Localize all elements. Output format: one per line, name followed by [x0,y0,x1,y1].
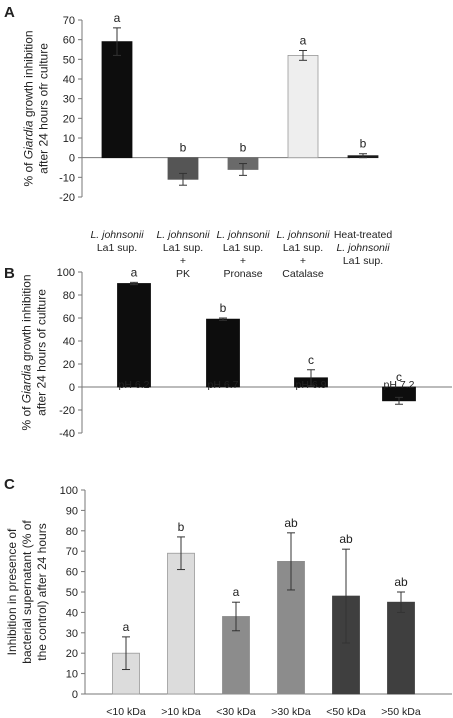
category-label: pH 6.2 [119,379,150,391]
significance-letter: b [240,141,247,155]
significance-letter: c [308,353,314,367]
y-tick-label: -40 [59,428,75,440]
y-axis-label: Inhibition in presence of [5,528,19,655]
y-tick-label: -10 [59,172,75,184]
y-axis-label: after 24 hours ofr culture [37,43,51,174]
y-tick-label: 60 [66,567,78,579]
category-label: >10 kDa [161,706,201,718]
panel-label: C [4,476,15,493]
bar [101,41,133,159]
significance-letter: ab [394,575,408,589]
y-tick-label: 10 [66,669,78,681]
y-tick-label: 30 [66,628,78,640]
y-tick-label: 20 [63,359,75,371]
y-axis-label: the control) after 24 hours [35,523,49,660]
significance-letter: a [233,585,240,599]
significance-letter: ab [339,532,353,546]
y-tick-label: 70 [66,546,78,558]
category-label: pH 6.7 [208,379,239,391]
significance-letter: b [360,137,367,151]
panel-B: B -40 -20 0 20 40 60 80 100 % of Giardia growth i… [4,265,452,440]
category-label: pH 6.9 [296,379,327,391]
bar [387,601,415,695]
y-tick-label: 40 [63,336,75,348]
y-tick-label: 50 [66,587,78,599]
category-label: >30 kDa [271,706,311,718]
bar [287,55,319,159]
significance-letter: b [178,520,185,534]
y-tick-label: 0 [69,382,75,394]
category-label: <30 kDa [216,706,256,718]
y-tick-label: 40 [66,607,78,619]
y-tick-label: 80 [66,526,78,538]
significance-letter: a [114,11,121,25]
y-tick-label: 0 [69,153,75,165]
y-tick-label: 40 [63,74,75,86]
panel-label: B [4,265,15,282]
significance-letter: a [300,33,307,47]
y-tick-label: 60 [63,35,75,47]
y-tick-label: 30 [63,94,75,106]
panel-label: A [4,4,15,21]
y-axis-label: bacterial supernatant (% of [20,520,34,664]
category-label: L. johnsonii La1 sup. + Catalase [276,229,330,280]
category-label: L. johnsonii La1 sup. + Pronase [216,229,270,280]
significance-letter: b [180,141,187,155]
y-tick-label: 70 [63,15,75,27]
bar [167,552,195,695]
category-label: >50 kDa [381,706,421,718]
y-tick-label: 50 [63,54,75,66]
category-label: pH 7.2 [384,379,415,391]
y-tick-label: 80 [63,290,75,302]
panel-C: C 0 10 20 30 40 50 60 70 80 90 100 Inhibition in pre… [4,476,452,718]
category-label: Heat-treated L. johnsonii La1 sup. [334,229,393,267]
y-axis-label: after 24 hours of culture [35,289,49,416]
category-label: <10 kDa [106,706,146,718]
bar [206,318,240,388]
bar [117,283,151,388]
panel-A: A -20 -10 0 10 20 30 40 50 60 70 % of Giardia growt… [4,4,392,280]
y-tick-label: -20 [59,192,75,204]
significance-letter: c [396,370,402,384]
y-axis-label: % of Giardia growth inhibition [22,30,36,186]
significance-letter: a [131,265,138,279]
y-tick-label: 100 [57,267,75,279]
y-tick-label: -20 [59,405,75,417]
y-tick-label: 20 [66,648,78,660]
significance-letter: ab [284,516,298,530]
category-label: L. johnsonii La1 sup. + PK [156,229,210,280]
significance-letter: b [220,301,227,315]
y-tick-label: 0 [72,689,78,701]
significance-letter: a [123,620,130,634]
y-tick-label: 60 [63,313,75,325]
y-tick-label: 100 [60,485,78,497]
category-label: L. johnsonii La1 sup. [90,229,144,254]
y-axis-label: % of Giardia growth inhibition [20,274,34,430]
category-label: <50 kDa [326,706,366,718]
y-tick-label: 10 [63,133,75,145]
y-tick-label: 20 [63,113,75,125]
y-tick-label: 90 [66,505,78,517]
